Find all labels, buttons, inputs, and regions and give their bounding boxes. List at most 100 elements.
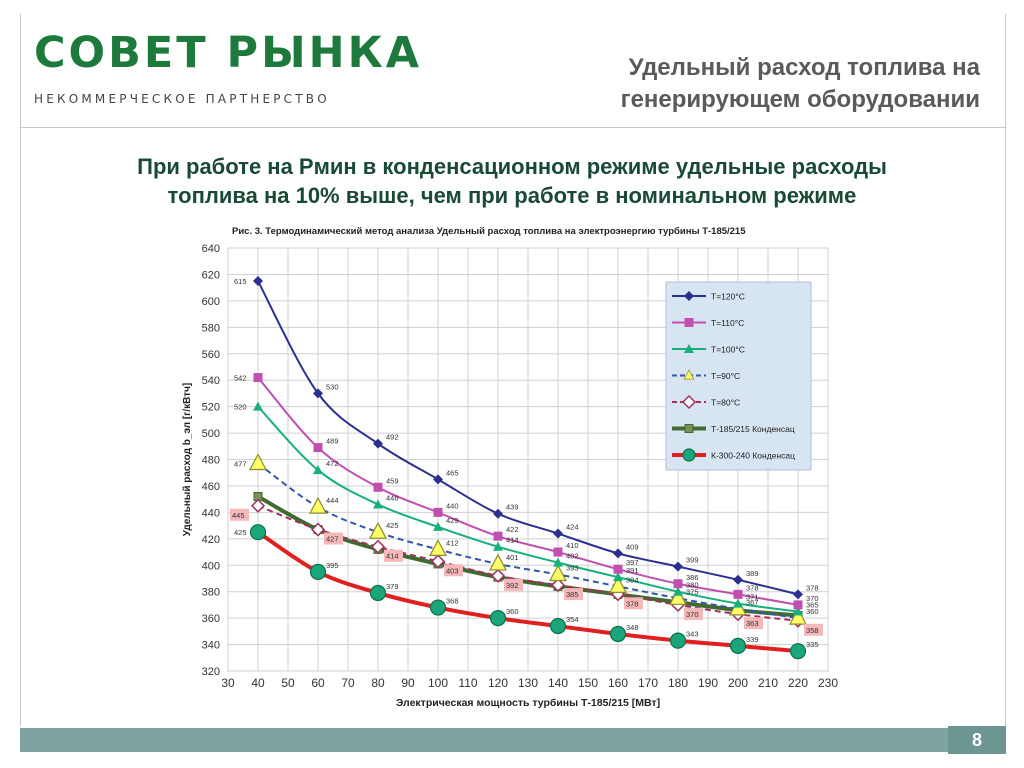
value-label-bg — [624, 597, 643, 610]
data-point — [789, 643, 807, 660]
data-point — [433, 521, 443, 531]
value-label: 365 — [806, 601, 819, 610]
value-label: 354 — [566, 615, 579, 624]
value-label: 368 — [446, 597, 459, 606]
data-point — [613, 548, 623, 559]
value-label-bg — [804, 623, 823, 636]
data-point — [249, 453, 267, 471]
value-label-bg — [564, 588, 583, 601]
series-7 — [249, 524, 807, 660]
series-5-labels: 445 427 414 403 392 385 378 370 363 358 — [230, 508, 823, 636]
data-point — [490, 568, 506, 583]
x-tick-label: 100 — [428, 676, 448, 690]
value-label-bg — [384, 549, 403, 562]
data-point — [609, 576, 627, 593]
data-point — [433, 507, 443, 517]
value-label: 395 — [326, 561, 339, 570]
value-label: 530 — [326, 382, 339, 391]
value-label: 444 — [326, 496, 339, 505]
legend: T=120°C T=110°C T=100°C T=90°C T=80°C Т-185/2… — [665, 281, 812, 471]
value-label: 492 — [386, 433, 399, 442]
data-point — [313, 388, 323, 399]
value-label: 403 — [446, 566, 459, 575]
data-point — [429, 539, 447, 556]
data-point — [549, 617, 567, 635]
value-label-bg — [504, 578, 523, 591]
value-label: 397 — [626, 558, 639, 567]
series-4-labels: 477 444 425 412 401 393 384 375 367 360 — [234, 459, 819, 616]
data-point — [613, 564, 623, 574]
value-label: 391 — [626, 566, 639, 575]
series-3 — [253, 401, 803, 616]
legend-item: T=110°C — [672, 318, 744, 328]
value-label: 339 — [746, 635, 759, 644]
series-line — [257, 405, 799, 613]
data-point — [493, 531, 503, 541]
series-2 — [253, 373, 803, 610]
legend-label: T=90°C — [711, 371, 740, 381]
y-tick-label: 560 — [202, 349, 220, 361]
value-label: 393 — [566, 564, 579, 573]
x-tick-label: 150 — [578, 676, 598, 690]
value-label-bg — [684, 607, 703, 620]
data-point — [370, 539, 386, 554]
series-5 — [250, 498, 806, 628]
value-label: 389 — [746, 569, 759, 578]
y-tick-label: 340 — [202, 640, 220, 652]
data-point — [429, 599, 447, 616]
value-label-bg — [230, 508, 249, 521]
x-tick-label: 200 — [728, 676, 748, 690]
value-label: 440 — [446, 501, 459, 510]
data-point — [253, 373, 263, 383]
x-tick-label: 70 — [341, 676, 355, 690]
series-line — [257, 376, 799, 606]
legend-label: К-300-240 Конденсац — [711, 451, 795, 461]
y-tick-label: 360 — [202, 613, 220, 625]
value-label: 472 — [326, 459, 339, 468]
slide-subtitle: При работе на Рмин в конденсационном реж… — [40, 152, 984, 210]
fuel-consumption-chart: 30 40 50 60 70 80 90 100 110 120 130 140 150 160 170 18… — [182, 226, 838, 709]
value-label: 412 — [446, 538, 459, 547]
legend-label: T=120°C — [711, 292, 745, 302]
value-label: 392 — [506, 581, 519, 590]
series-2-labels: 542 489 459 440 422 410 397 386 378 370 — [234, 374, 819, 603]
y-tick-label: 540 — [202, 375, 220, 387]
value-label: 370 — [806, 594, 819, 603]
value-label: 358 — [806, 626, 819, 635]
data-point — [549, 564, 567, 582]
data-point — [493, 541, 503, 551]
y-tick-label: 580 — [202, 322, 220, 334]
value-label: 378 — [806, 583, 819, 592]
series-line — [257, 280, 799, 596]
value-label: 378 — [626, 599, 639, 608]
value-label: 384 — [626, 575, 639, 584]
data-point — [673, 586, 683, 596]
series-line — [257, 462, 799, 620]
value-label-bg — [444, 564, 463, 577]
data-point — [369, 521, 387, 539]
value-label: 409 — [626, 542, 639, 551]
value-label: 489 — [326, 437, 339, 446]
left-border-line — [20, 14, 21, 726]
y-axis-label: Удельный расход b_эл [г/кВтч] — [182, 383, 193, 537]
y-tick-label: 600 — [202, 296, 220, 308]
data-point — [682, 448, 696, 462]
data-point — [553, 528, 563, 539]
value-label: 542 — [234, 374, 247, 383]
data-point — [681, 394, 697, 410]
value-label: 465 — [446, 468, 459, 477]
page-title: Удельный расход топлива на генерирующем … — [510, 52, 980, 116]
data-point — [493, 508, 503, 519]
chart-title: Рис. 3. Термодинамический метод анализа … — [232, 226, 746, 237]
value-label: 360 — [506, 607, 519, 616]
x-tick-label: 30 — [221, 676, 235, 690]
data-point — [373, 499, 383, 509]
value-label: 427 — [326, 535, 339, 544]
data-point — [669, 588, 687, 605]
value-label: 385 — [566, 590, 579, 599]
page-title-line1: Удельный расход топлива на — [628, 54, 980, 81]
y-tick-label: 640 — [202, 243, 220, 255]
value-label: 425 — [234, 528, 247, 537]
data-point — [309, 496, 327, 514]
x-tick-label: 40 — [251, 676, 265, 690]
